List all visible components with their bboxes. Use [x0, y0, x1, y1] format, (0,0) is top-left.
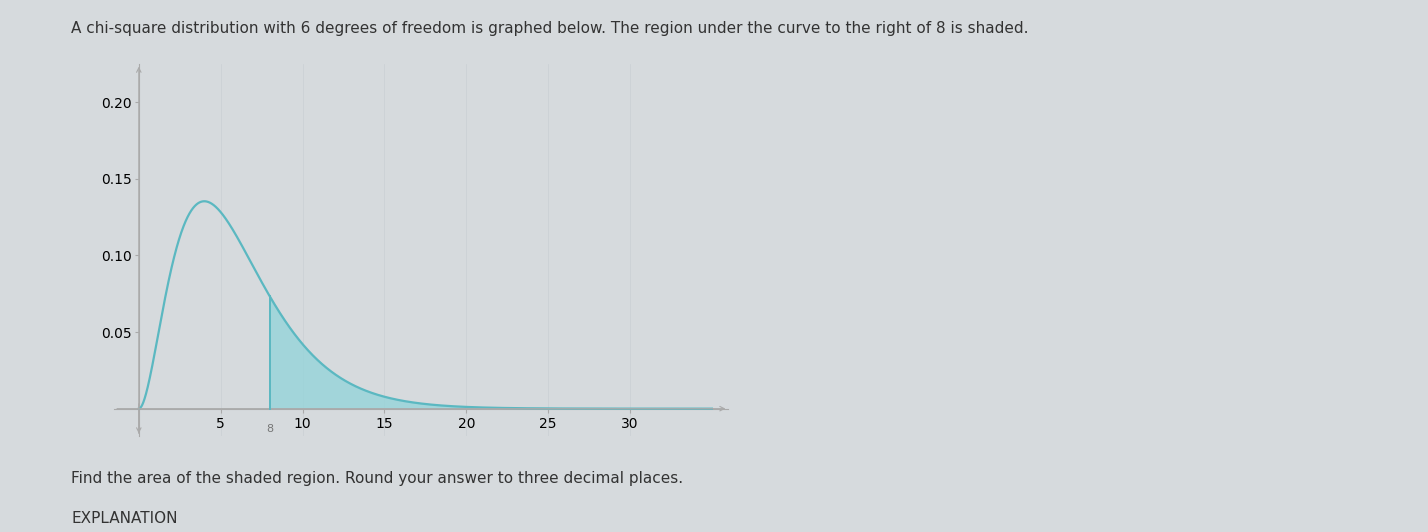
Text: 8: 8: [266, 424, 273, 434]
Text: EXPLANATION: EXPLANATION: [71, 511, 178, 526]
Text: A chi-square distribution with 6 degrees of freedom is graphed below. The region: A chi-square distribution with 6 degrees…: [71, 21, 1030, 36]
Text: Find the area of the shaded region. Round your answer to three decimal places.: Find the area of the shaded region. Roun…: [71, 471, 684, 486]
